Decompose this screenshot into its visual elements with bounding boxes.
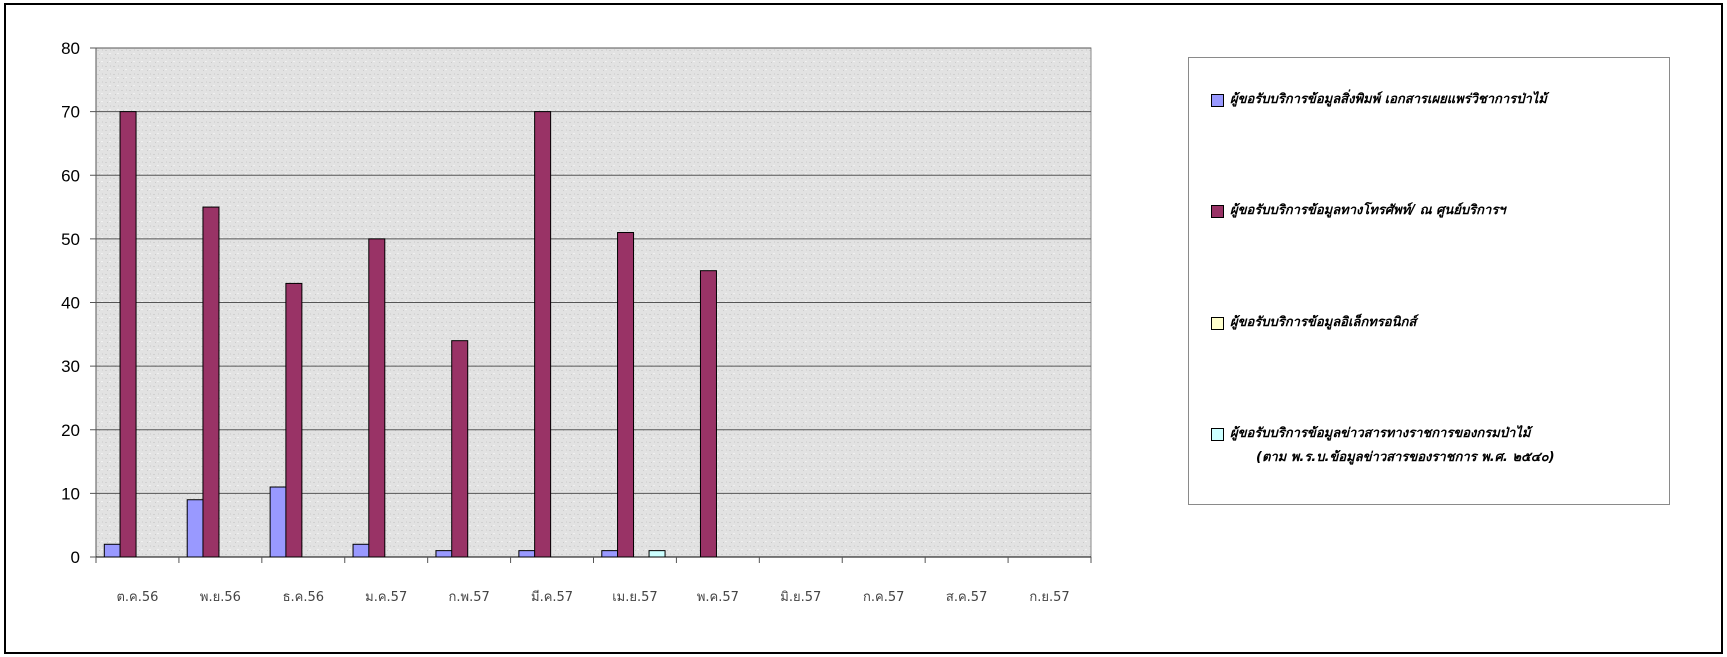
x-tick-label: ต.ค.56 (116, 590, 158, 605)
legend-item-print-docs: ผู้ขอรับบริการข้อมูลสิ่งพิมพ์ เอกสารเผยแ… (1211, 90, 1547, 110)
legend-label: ผู้ขอรับบริการข้อมูลข่าวสารทางราชการของก… (1230, 426, 1555, 465)
legend-swatch (1211, 428, 1224, 441)
legend-swatch (1211, 317, 1224, 330)
legend-item-official-info: ผู้ขอรับบริการข้อมูลข่าวสารทางราชการของก… (1211, 424, 1555, 468)
x-tick-label: เม.ย.57 (612, 590, 657, 605)
y-tick-label: 20 (61, 421, 80, 440)
x-tick-label: ส.ค.57 (946, 590, 987, 605)
bar (103, 543, 121, 558)
bar (601, 550, 619, 558)
bar (648, 550, 666, 558)
x-tick-label: ก.พ.57 (449, 590, 490, 605)
bar (435, 550, 453, 558)
bar (285, 282, 303, 558)
bar (186, 499, 204, 558)
legend-label: ผู้ขอรับบริการข้อมูลสิ่งพิมพ์ เอกสารเผยแ… (1230, 92, 1547, 107)
x-tick-label: ม.ค.57 (365, 590, 407, 605)
x-tick-label: พ.ย.56 (200, 590, 241, 605)
legend-label: ผู้ขอรับบริการข้อมูลทางโทรศัพท์/ ณ ศูนย์… (1230, 203, 1506, 218)
bar (352, 543, 370, 558)
legend-swatch (1211, 205, 1224, 218)
y-tick-label: 60 (61, 166, 80, 185)
legend-swatch (1211, 94, 1224, 107)
y-tick-label: 50 (61, 230, 80, 249)
legend-label: ผู้ขอรับบริการข้อมูลอิเล็กทรอนิกส์ (1230, 315, 1417, 330)
legend-item-electronic: ผู้ขอรับบริการข้อมูลอิเล็กทรอนิกส์ (1211, 313, 1416, 333)
x-tick-label: ธ.ค.56 (283, 590, 324, 605)
bar (518, 550, 536, 558)
y-tick-label: 70 (61, 103, 80, 122)
chart-frame (4, 3, 1723, 654)
bar (202, 206, 220, 558)
y-tick-label: 40 (61, 294, 80, 313)
y-tick-label: 80 (61, 39, 80, 58)
x-tick-label: ก.ย.57 (1029, 590, 1069, 605)
x-tick-label: มิ.ย.57 (780, 590, 821, 605)
bar (534, 111, 552, 558)
bar (699, 270, 717, 558)
x-tick-label: พ.ค.57 (697, 590, 739, 605)
x-tick-label: ก.ค.57 (863, 590, 904, 605)
bar (451, 340, 469, 558)
y-tick-label: 0 (71, 548, 80, 567)
x-tick-label: มี.ค.57 (531, 589, 573, 605)
bar (269, 486, 287, 558)
legend: ผู้ขอรับบริการข้อมูลสิ่งพิมพ์ เอกสารเผยแ… (1188, 57, 1670, 505)
y-tick-label: 10 (61, 484, 80, 503)
bar (368, 238, 386, 558)
legend-item-phone-center: ผู้ขอรับบริการข้อมูลทางโทรศัพท์/ ณ ศูนย์… (1211, 201, 1506, 221)
bar (119, 111, 137, 558)
y-tick-label: 30 (61, 357, 80, 376)
bar (617, 232, 635, 558)
